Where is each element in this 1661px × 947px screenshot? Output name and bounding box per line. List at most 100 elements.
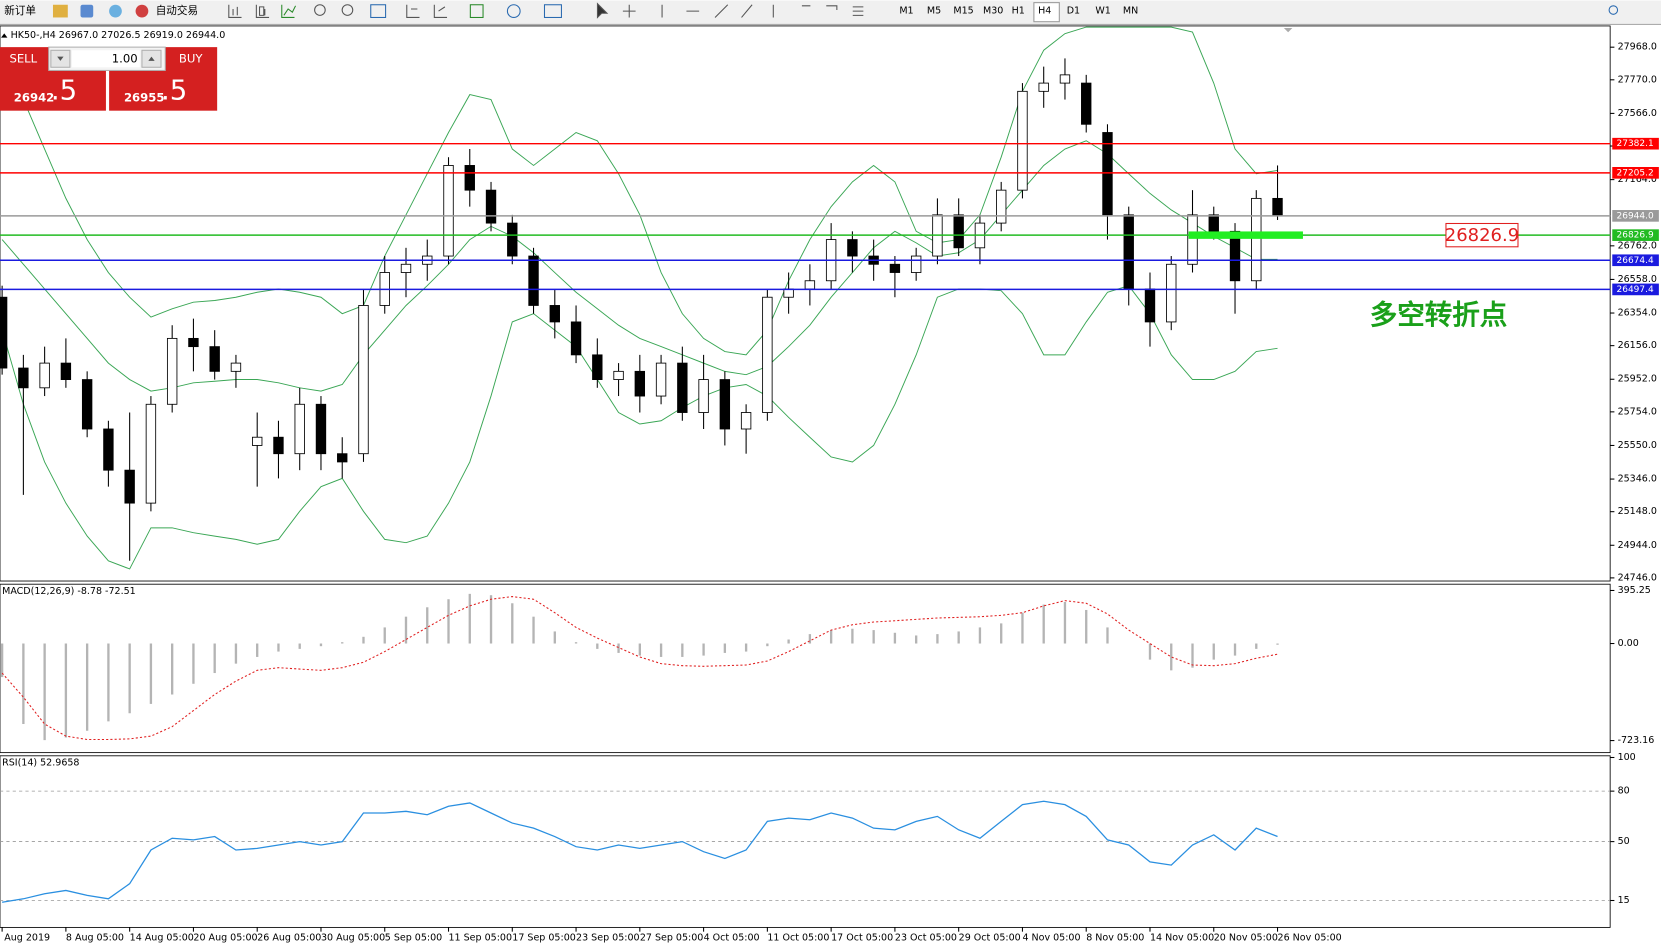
x-tick-label: 30 Aug 05:00 <box>321 933 385 944</box>
icon[interactable] <box>109 4 122 18</box>
candle-body <box>0 296 8 369</box>
x-tick-label: 23 Oct 05:00 <box>895 933 957 944</box>
candle-body <box>145 403 157 504</box>
y-tick-label: 395.25 <box>1618 585 1651 596</box>
timeframes: M1 M5 M15 M30 H1 H4 D1 W1 MN <box>899 6 1138 17</box>
price-level-label: 26674.4 <box>1617 256 1654 266</box>
x-tick-label: 29 Oct 05:00 <box>959 933 1021 944</box>
candle-body <box>655 362 667 397</box>
y-tick-label: 26558.0 <box>1618 274 1657 285</box>
price-level-tag <box>1612 167 1659 179</box>
candle-body <box>294 403 305 455</box>
macd-panel <box>0 583 1611 754</box>
timeframe-button[interactable]: H4 <box>1038 6 1051 17</box>
buy-price: 26955 <box>124 90 164 104</box>
candle-body <box>1081 82 1092 125</box>
y-tick-label: 24944.0 <box>1618 540 1657 551</box>
candle-body <box>166 337 178 405</box>
y-tick-label: 25550.0 <box>1618 440 1657 451</box>
candle-body <box>1187 214 1198 265</box>
icon[interactable] <box>370 4 387 18</box>
icon[interactable] <box>80 4 94 18</box>
y-tick-label: 24746.0 <box>1618 572 1657 583</box>
price-panel <box>0 25 1611 582</box>
shift-marker <box>1283 28 1293 33</box>
icon[interactable] <box>314 4 326 16</box>
x-tick-label: 27 Sep 05:00 <box>640 933 704 944</box>
y-tick-label: 100 <box>1618 752 1636 763</box>
auto-trading[interactable]: 自动交易 <box>156 4 198 17</box>
icon[interactable] <box>596 2 609 19</box>
candle-body <box>698 379 709 413</box>
icon <box>148 56 155 61</box>
candle-body <box>549 305 560 323</box>
icon[interactable] <box>506 4 521 18</box>
candle-body <box>762 296 773 413</box>
sell-label[interactable]: SELL <box>9 51 37 65</box>
bollinger-band <box>1 285 1278 570</box>
candle-body <box>613 370 624 381</box>
lot-input[interactable] <box>72 50 140 68</box>
icon[interactable] <box>341 4 354 16</box>
tool-icons <box>228 2 1619 19</box>
icon[interactable] <box>543 4 562 18</box>
icon[interactable] <box>1608 5 1619 15</box>
new-order[interactable]: 新订单 <box>4 4 36 17</box>
icon[interactable] <box>135 4 149 18</box>
x-tick-label: 14 Nov 05:00 <box>1150 933 1214 944</box>
candle-body <box>18 367 29 389</box>
x-tick-label: 17 Oct 05:00 <box>831 933 893 944</box>
candle-body <box>1123 214 1134 290</box>
turning-point-bar <box>1188 231 1303 239</box>
price-level-label: 26826.9 <box>1617 231 1654 241</box>
candle-body <box>1251 197 1262 282</box>
candle-body <box>273 436 284 455</box>
candle-body <box>740 412 752 430</box>
timeframe-button[interactable]: M1 <box>899 6 913 17</box>
candle-body <box>209 346 220 372</box>
icon[interactable] <box>469 4 484 18</box>
x-tick-label: 4 Nov 05:00 <box>1022 933 1080 944</box>
rsi-title: RSI(14) 52.9658 <box>2 758 79 769</box>
icon <box>57 56 64 61</box>
buy-label[interactable]: BUY <box>179 51 204 65</box>
price-level-tag <box>1612 283 1659 296</box>
timeframe-button[interactable]: M30 <box>983 6 1003 17</box>
x-tick-label: 11 Oct 05:00 <box>767 933 829 944</box>
annotation-text: 多空转折点 <box>1370 299 1508 331</box>
annotation-value: 26826.9 <box>1445 225 1519 246</box>
candle-body <box>81 379 93 430</box>
x-tick-label: 17 Sep 05:00 <box>512 933 576 944</box>
y-tick-label: 27164.0 <box>1618 174 1657 185</box>
x-tick-label: 23 Sep 05:00 <box>576 933 640 944</box>
icon[interactable] <box>852 6 864 16</box>
icon[interactable] <box>433 4 448 18</box>
price-level-label: 27382.1 <box>1617 139 1654 149</box>
timeframe-button[interactable]: M15 <box>953 6 973 17</box>
icon[interactable] <box>406 4 420 18</box>
icon[interactable] <box>228 4 242 18</box>
y-tick-label: 27566.0 <box>1618 108 1657 119</box>
icon[interactable] <box>281 4 297 18</box>
icon[interactable] <box>661 4 838 18</box>
lot-value[interactable]: 1.00 <box>112 51 138 65</box>
timeframe-button[interactable]: M5 <box>927 6 941 17</box>
y-tick-label: 25346.0 <box>1618 474 1657 485</box>
timeframe-button[interactable]: D1 <box>1067 6 1080 17</box>
icon[interactable] <box>622 4 636 18</box>
macd-title: MACD(12,26,9) -8.78 -72.51 <box>2 586 136 597</box>
candle-body <box>124 469 135 504</box>
icon[interactable] <box>255 4 270 18</box>
timeframe-button[interactable]: MN <box>1123 6 1138 17</box>
icon[interactable] <box>52 4 68 18</box>
y-tick-label: -723.16 <box>1618 735 1655 746</box>
price-level-tag <box>1612 229 1659 241</box>
timeframe-button[interactable]: H1 <box>1012 6 1025 17</box>
plots: 27968.027770.027566.027368.027164.026762… <box>0 26 1659 944</box>
selected-timeframe <box>1033 2 1060 23</box>
one-click-trading: SELL BUY 1.00 26942 .5 26955 .5 <box>0 46 218 111</box>
x-tick-label: 11 Sep 05:00 <box>449 933 513 944</box>
y-tick-label: 27770.0 <box>1618 74 1657 85</box>
timeframe-button[interactable]: W1 <box>1095 6 1110 17</box>
